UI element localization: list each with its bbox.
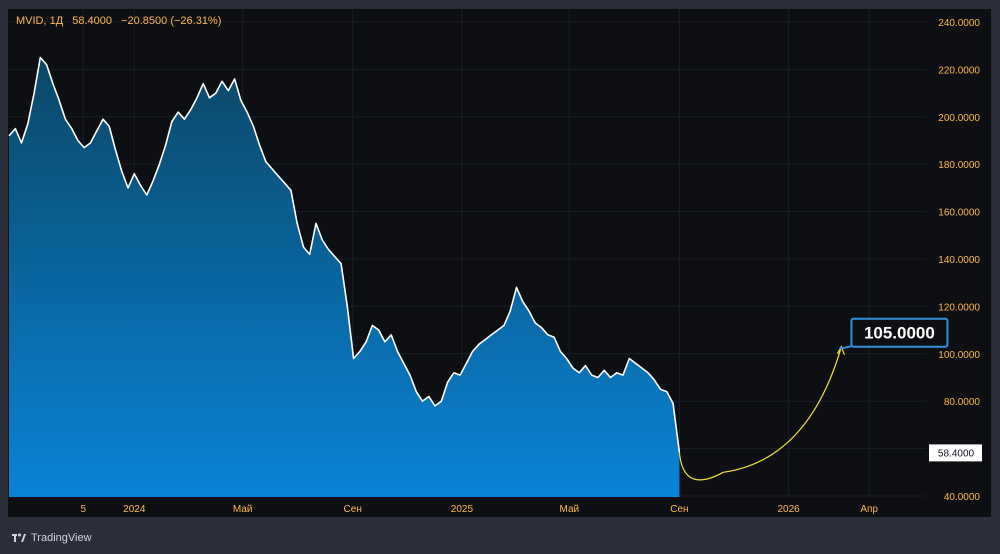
x-tick-label: Апр — [860, 504, 878, 515]
x-tick-label: 5 — [81, 504, 87, 515]
projection-curve — [678, 346, 842, 481]
y-tick-label: 240.0000 — [938, 18, 980, 29]
branding[interactable]: TradingView — [12, 532, 92, 544]
symbol-interval: MVID, 1Д — [16, 15, 64, 27]
price-change: −20.8500 (−26.31%) — [121, 15, 222, 27]
x-tick-label: 2026 — [777, 504, 800, 515]
x-tick-label: Сен — [670, 504, 688, 515]
y-tick-label: 80.0000 — [944, 397, 981, 408]
y-tick-label: 220.0000 — [938, 65, 980, 76]
y-tick-label: 200.0000 — [938, 113, 980, 124]
target-callout — [850, 317, 949, 348]
x-tick-label: 2024 — [123, 504, 146, 515]
y-tick-label: 100.0000 — [938, 350, 980, 361]
price-line — [8, 56, 681, 453]
brand-name: TradingView — [31, 532, 92, 544]
symbol-header: MVID, 1Д 58.4000 −20.8500 (−26.31%) — [16, 15, 227, 27]
x-tick-label: Сен — [344, 504, 362, 515]
tradingview-logo-icon — [12, 533, 26, 542]
last-price: 58.4000 — [72, 15, 113, 27]
projection-arrowhead — [836, 345, 845, 355]
y-tick-label: 120.0000 — [938, 302, 980, 313]
y-tick-label: 160.0000 — [938, 208, 980, 219]
y-tick-label: 40.0000 — [944, 492, 981, 503]
y-tick-label: 140.0000 — [938, 255, 980, 266]
target-label: 105.0000 — [864, 324, 935, 343]
price-area-fill — [9, 57, 680, 497]
x-tick-label: Май — [233, 504, 253, 515]
y-tick-label: 180.0000 — [938, 160, 980, 171]
x-tick-label: 2025 — [451, 504, 474, 515]
last-value-label: 58.4000 — [938, 448, 975, 459]
x-tick-label: Май — [560, 504, 580, 515]
last-value-badge — [929, 444, 982, 462]
